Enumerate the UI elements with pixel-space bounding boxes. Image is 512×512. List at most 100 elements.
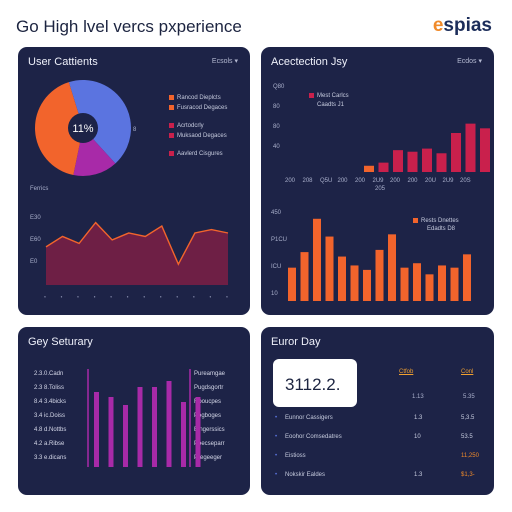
bar — [407, 151, 418, 172]
bar — [152, 387, 157, 467]
area-x-tick: • — [125, 294, 130, 300]
bar — [137, 387, 143, 467]
right-label: Pregeeger — [194, 455, 223, 461]
area-ylabel: E60 — [30, 237, 41, 243]
bar — [388, 234, 396, 301]
brand-logo[interactable]: espias — [433, 15, 492, 37]
bottom-bar-chart — [288, 218, 471, 301]
x-tick-label: 200 — [355, 178, 366, 184]
x-tick-label: 20U — [425, 178, 437, 184]
bar — [450, 267, 459, 301]
y-tick-label: 450 — [271, 210, 282, 216]
area-x-tick: • — [208, 294, 213, 300]
value-display: 3112.2. — [273, 359, 357, 407]
row-label: Eoohor Comsedatres — [285, 434, 342, 440]
x-tick-label: 200 — [337, 178, 348, 184]
row-label: Eistioss — [285, 453, 306, 459]
legend-swatch — [169, 123, 174, 128]
bar — [288, 267, 296, 301]
euror-day-card: Euror Day 3112.2. Ctfob Conl 1.13 5.35 •… — [261, 327, 494, 495]
left-label: 2.3.0.Cadn — [34, 371, 64, 377]
card-title: Gey Seturary — [28, 336, 93, 348]
gey-bar-chart — [87, 369, 201, 467]
left-label: 4.2 a.Ribse — [34, 441, 65, 447]
legend-swatch — [169, 105, 174, 110]
bar — [451, 133, 461, 172]
y-tick-label: 80 — [273, 124, 280, 130]
area-x-tick: • — [59, 294, 64, 300]
pie-center-label: 11% — [72, 123, 93, 135]
x-tick-label: 2U9 — [442, 178, 454, 184]
y-tick-label: 80 — [273, 104, 280, 110]
card-title: User Cattients — [28, 56, 98, 68]
row-label: Eunnor Cassigers — [285, 415, 333, 421]
row-label: Nokskir Ealdes — [285, 472, 326, 478]
right-label: Pureamgae — [194, 371, 226, 377]
area-line — [45, 221, 229, 266]
chevron-down-icon: ▾ — [234, 58, 238, 65]
legend-label: Acrtodcrly — [177, 123, 204, 130]
bar — [438, 265, 446, 301]
row-value-2: 11,250 — [461, 453, 479, 459]
left-label: 3.4 ic.Doiss — [34, 413, 66, 419]
period-select[interactable]: Ecsols ▾ — [211, 58, 238, 65]
row-bullet-icon: • — [275, 453, 278, 459]
bar — [338, 256, 346, 301]
card-title: Euror Day — [271, 336, 321, 348]
left-label: 2.3 8.Toliss — [34, 385, 65, 391]
area-x-tick: • — [175, 294, 180, 300]
area-x-tick: • — [142, 294, 147, 300]
legend-swatch — [309, 93, 314, 98]
top-x-foot: 205 — [375, 186, 386, 192]
area-chart: • • • • • • • • • • • • — [43, 221, 230, 300]
area-ylabel: E0 — [30, 259, 38, 265]
area-x-tick: • — [159, 294, 164, 300]
pie-slice — [34, 82, 83, 176]
column-header[interactable]: Ctfob — [399, 369, 414, 375]
legend-item: Rancod Dieplcts — [169, 95, 221, 101]
row-value-2: 5,3.5 — [461, 415, 475, 421]
y-tick-label: ICU — [271, 264, 282, 270]
bar — [425, 274, 434, 301]
y-tick-label: P1CU — [271, 237, 288, 243]
y-tick-label: 40 — [273, 144, 280, 150]
right-label: Rooucpes — [194, 399, 222, 405]
top-legend-sub: Caadts J1 — [317, 102, 345, 108]
row-bullet-icon: • — [275, 472, 278, 478]
left-label: 3.3 e.dicans — [34, 455, 67, 461]
period-select[interactable]: Ecdos ▾ — [457, 58, 482, 65]
top-legend: Mest Carlcs — [309, 93, 349, 99]
right-label: Pugdsgortr — [194, 385, 224, 391]
area-fill — [46, 222, 228, 285]
pie-hole — [68, 113, 98, 143]
bar — [436, 153, 447, 172]
column-header[interactable]: Conl — [461, 369, 474, 375]
legend-swatch — [413, 218, 418, 223]
bar — [181, 402, 186, 467]
bar — [325, 236, 334, 301]
brand-logo-text: spias — [443, 15, 492, 36]
bar — [413, 263, 421, 301]
bar — [480, 128, 490, 172]
bar — [364, 165, 374, 172]
top-bar-chart — [364, 123, 490, 172]
x-tick-label: 200 — [285, 178, 296, 184]
x-tick-label: 2U9 — [372, 178, 384, 184]
acectection-card: Acectection Jsy Ecdos ▾ Mest Carlcs Caad… — [261, 47, 494, 315]
bar — [463, 254, 471, 301]
legend-label: Fusracod Degaces — [177, 105, 228, 112]
legend-swatch — [169, 95, 174, 100]
area-x-tick: • — [43, 294, 48, 300]
legend-item: Acrtodcrly — [169, 123, 204, 129]
row-bullet-icon: • — [275, 415, 278, 421]
right-label: Pogboges — [194, 413, 222, 419]
left-label: 8.4 3.4bicks — [34, 399, 67, 405]
area-ylabel: E30 — [30, 215, 41, 221]
top-row-v1: 1.13 — [412, 394, 424, 400]
legend-item: Muksaod Degaces — [169, 133, 227, 139]
bar — [123, 405, 128, 467]
area-x-tick: • — [76, 294, 81, 300]
bar — [375, 249, 384, 301]
x-tick-label: 200 — [390, 178, 401, 184]
left-label: 4.8 d.Nottbs — [34, 427, 67, 433]
